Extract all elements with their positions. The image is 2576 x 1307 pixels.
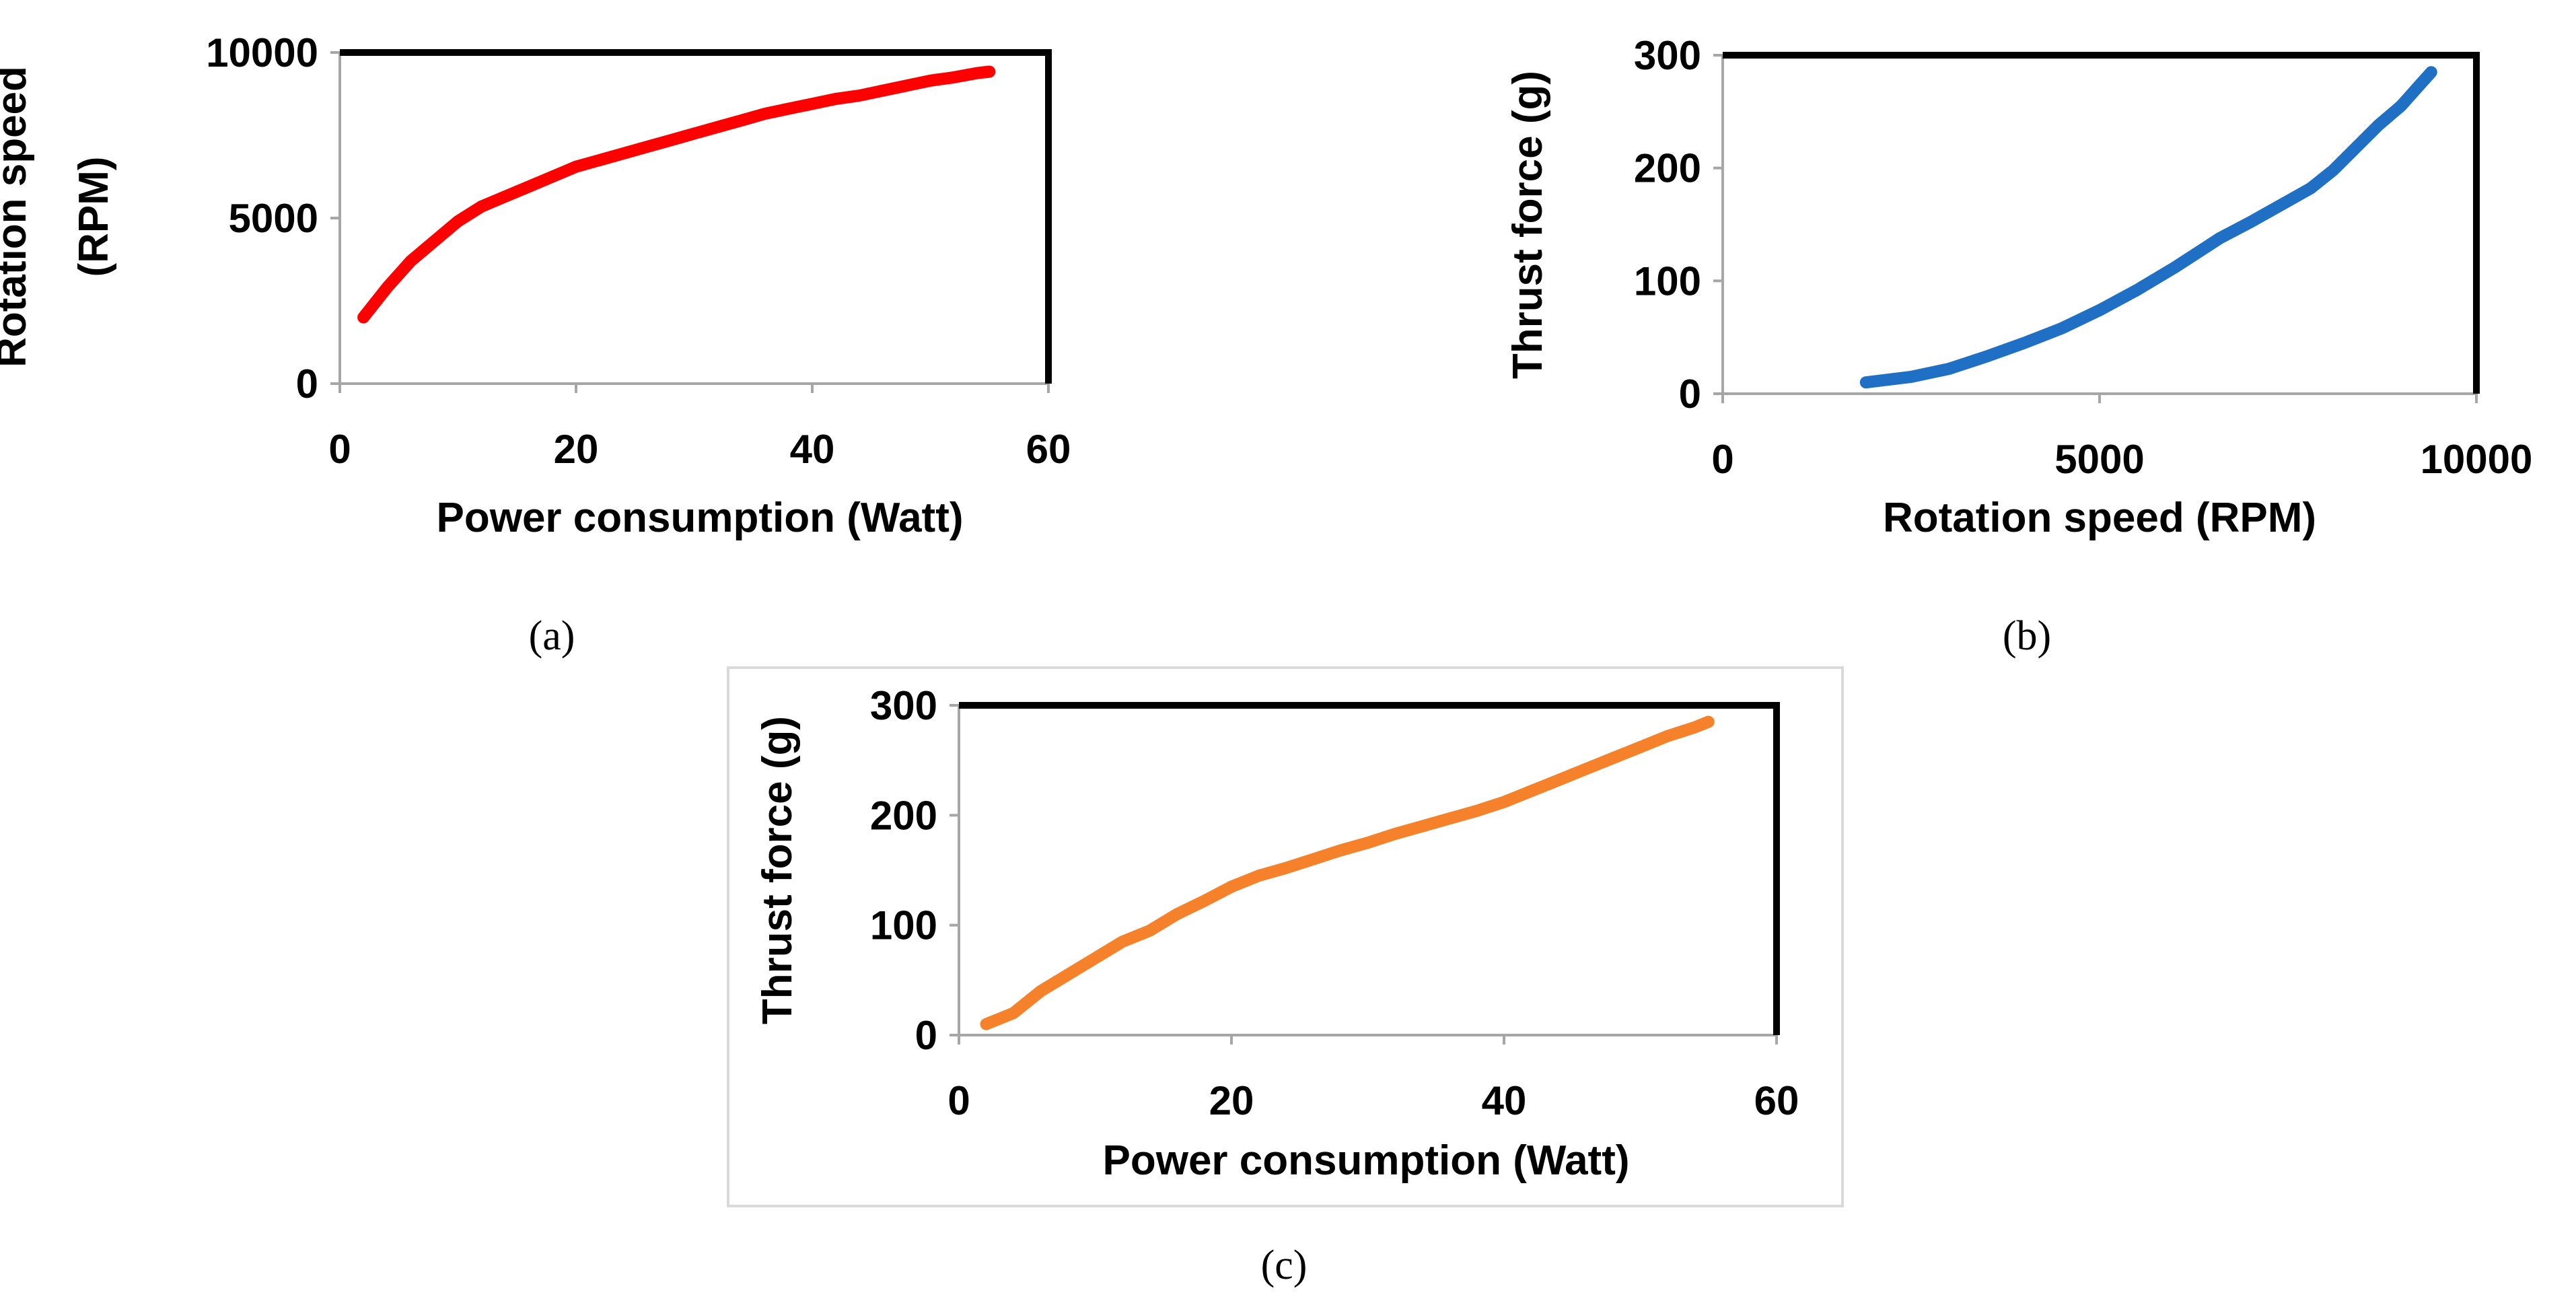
x-tick-label: 60 bbox=[1754, 1078, 1799, 1123]
data-series-line bbox=[1859, 66, 2437, 389]
x-tick-label: 5000 bbox=[2054, 437, 2144, 482]
panel-caption: (b) bbox=[2003, 613, 2051, 659]
x-axis-label: Power consumption (Watt) bbox=[1103, 1137, 1630, 1184]
y-axis-label: Thrust force (g) bbox=[754, 716, 801, 1024]
data-series-line bbox=[980, 715, 1715, 1030]
data-series-line bbox=[357, 65, 996, 324]
y-tick-label: 100 bbox=[870, 903, 937, 948]
y-tick-label: 5000 bbox=[229, 196, 318, 241]
y-axis-label: Thrust force (g) bbox=[1505, 71, 1551, 379]
chart-frame bbox=[727, 666, 1844, 1207]
y-tick-label: 200 bbox=[1634, 146, 1701, 191]
chart-panel-b: 0 5000 10000 0 100 200 300 Rotation speed (RPM)… bbox=[1505, 33, 2532, 659]
x-tick-label: 40 bbox=[790, 427, 835, 472]
y-axis-label: Rotation speed bbox=[0, 66, 35, 367]
x-tick-label: 0 bbox=[1711, 437, 1733, 482]
x-tick-label: 10000 bbox=[2421, 437, 2533, 482]
x-tick-label: 40 bbox=[1482, 1078, 1527, 1123]
x-tick-label: 60 bbox=[1026, 427, 1071, 472]
y-tick-label: 0 bbox=[296, 361, 318, 407]
y-tick-label: 0 bbox=[1679, 372, 1701, 417]
y-axis-label: (RPM) bbox=[71, 156, 117, 277]
panel-caption: (c) bbox=[1261, 1242, 1308, 1288]
x-tick-label: 0 bbox=[947, 1078, 970, 1123]
x-tick-label: 20 bbox=[1209, 1078, 1254, 1123]
y-tick-label: 300 bbox=[870, 683, 937, 728]
x-tick-label: 20 bbox=[554, 427, 599, 472]
chart-panel-a: 0 20 40 60 0 5000 10000 Power consumption (Watt… bbox=[0, 30, 1071, 659]
y-tick-label: 100 bbox=[1634, 258, 1701, 304]
y-tick-label: 10000 bbox=[206, 30, 318, 75]
y-tick-label: 300 bbox=[1634, 33, 1701, 78]
x-tick-label: 0 bbox=[328, 427, 351, 472]
chart-panel-c: 0 20 40 60 0 100 200 300 Power consumption (Watt… bbox=[727, 666, 1844, 1288]
y-tick-label: 0 bbox=[915, 1013, 937, 1058]
y-tick-label: 200 bbox=[870, 793, 937, 838]
panel-caption: (a) bbox=[529, 613, 575, 659]
x-axis-label: Power consumption (Watt) bbox=[437, 495, 964, 541]
x-axis-label: Rotation speed (RPM) bbox=[1883, 495, 2316, 541]
